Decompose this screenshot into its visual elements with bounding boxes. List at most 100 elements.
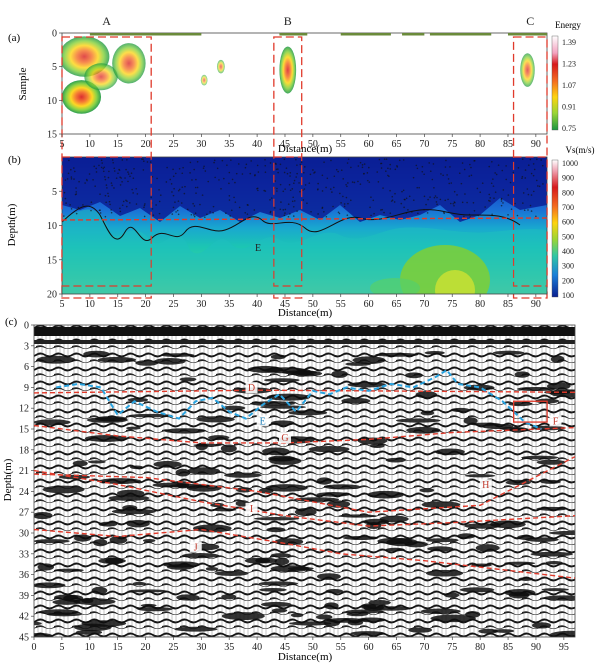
sample-dot (136, 193, 139, 195)
horizon-j (34, 528, 575, 579)
reflector-lens (94, 416, 128, 422)
reflector-lens (34, 632, 53, 637)
reflector-lens (464, 474, 496, 478)
sample-dot (125, 168, 127, 171)
sample-dot (532, 190, 535, 193)
sample-dot (228, 199, 231, 201)
label-f: F (553, 416, 559, 427)
sample-dot (125, 199, 127, 202)
panel-c-xtick-label: 15 (113, 642, 123, 653)
sample-dot (317, 213, 319, 215)
sample-dot (453, 204, 455, 207)
sample-dot (300, 161, 303, 163)
panel-a-xtick-label: 40 (252, 139, 262, 150)
sample-dot (73, 178, 75, 180)
reflector-lens (244, 557, 271, 564)
sample-dot (353, 181, 356, 184)
reflector-lens (492, 629, 515, 633)
anomaly-zone-box-b (273, 156, 303, 287)
sample-dot (527, 164, 530, 166)
sample-dot (196, 186, 199, 189)
sample-dot (357, 180, 359, 183)
sample-dot (317, 182, 319, 185)
energy-blobs (62, 33, 547, 114)
sample-dot (206, 213, 208, 216)
reflector-lens (72, 460, 88, 467)
sample-dot (189, 172, 191, 174)
reflector-lens (360, 603, 377, 610)
sample-dot (230, 209, 233, 212)
energy-blob (200, 74, 208, 86)
sample-dot (435, 201, 438, 203)
sample-dot (473, 210, 476, 212)
panel-b-xtick-label: 15 (113, 299, 123, 310)
reflector-lens (427, 546, 454, 552)
panel-a-ytick-label: 10 (47, 96, 57, 107)
energy-colorbar-tick: 1.39 (562, 38, 576, 47)
reflector-lens (463, 417, 478, 425)
energy-colorbar-tick: 0.75 (562, 124, 576, 133)
reflector-lens (338, 514, 378, 518)
sample-dot (228, 171, 231, 174)
sample-dot (104, 215, 107, 218)
sample-dot (181, 186, 184, 188)
sample-dot (230, 159, 232, 161)
sample-dot (180, 202, 183, 204)
vs-colorbar-tick: 900 (562, 174, 574, 183)
sample-dot (542, 183, 544, 185)
energy-colorbar (551, 35, 559, 131)
sample-dot (181, 172, 184, 175)
reflector-lens (492, 350, 525, 355)
reflector-lens (505, 479, 531, 486)
sample-dot (302, 199, 305, 201)
sample-dot (389, 168, 392, 170)
reflector-lens (179, 377, 197, 382)
sample-dot (470, 174, 473, 177)
sample-dot (400, 202, 403, 205)
sample-dot (421, 170, 424, 173)
sample-dot (223, 177, 225, 180)
panel-c-xtick-label: 20 (141, 642, 151, 653)
reflector-lens (530, 551, 573, 557)
sample-dot (122, 200, 125, 203)
sample-dot (129, 175, 131, 178)
sample-dot (143, 215, 146, 218)
sample-dot (70, 178, 73, 180)
sample-dot (292, 215, 295, 217)
reflector-lens (52, 599, 81, 605)
sample-dot (119, 207, 121, 210)
panel-c-xtick-label: 55 (336, 642, 346, 653)
panel-b-tag: (b) (8, 154, 21, 166)
panel-b-zones (61, 156, 548, 287)
sample-dot (433, 196, 436, 199)
panel-c-ytick-label: 9 (24, 383, 29, 394)
sample-dot (500, 200, 503, 202)
sample-dot (113, 187, 115, 189)
panel-c-xtick-label: 35 (224, 642, 234, 653)
sample-dot (447, 198, 449, 201)
sample-dot (326, 177, 329, 180)
reflector-lens (34, 512, 53, 520)
sample-dot (84, 182, 86, 184)
sample-dot (343, 205, 346, 208)
reflector-lens (127, 397, 149, 403)
sample-dot (249, 172, 252, 175)
panel-c-frame (33, 324, 576, 638)
sample-dot (450, 182, 453, 184)
reflector-lens (263, 378, 300, 382)
sample-dot (193, 215, 196, 218)
sample-dot (538, 185, 541, 188)
panel-a-ytick-label: 5 (52, 62, 57, 73)
sample-dot (107, 192, 109, 195)
sample-dot (363, 163, 366, 165)
vs-colorbar-tick: 700 (562, 203, 574, 212)
sample-dot (412, 199, 415, 201)
panel-c-ytick-label: 0 (24, 321, 29, 332)
panel-c-ytick-label: 27 (19, 508, 29, 519)
reflector-lens (415, 390, 438, 399)
sample-dot (186, 208, 189, 211)
reflector-lens (545, 561, 563, 565)
sample-dot (342, 178, 345, 180)
sample-dot (314, 171, 316, 173)
sample-dot (195, 192, 197, 194)
